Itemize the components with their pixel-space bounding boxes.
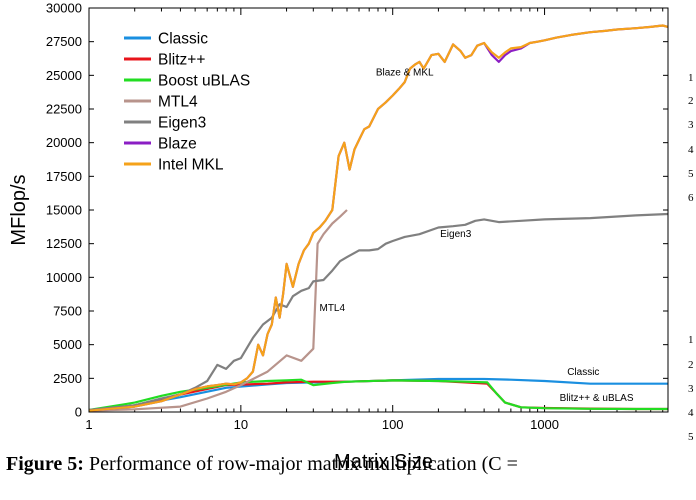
margin-line-number: 1	[688, 334, 694, 346]
legend-entry: Blaze	[158, 136, 197, 153]
y-tick-label: 2500	[53, 371, 82, 386]
annotation-label: Blitz++ & uBLAS	[560, 393, 634, 404]
margin-line-number: 5	[688, 431, 694, 443]
y-tick-label: 7500	[53, 304, 82, 319]
legend-entry: Blitz++	[158, 52, 205, 69]
annotation-label: Eigen3	[440, 229, 472, 240]
legend-entry: Intel MKL	[158, 157, 224, 174]
y-axis-label: MFlop/s	[8, 174, 30, 245]
series-line-eigen3	[88, 212, 669, 412]
margin-line-number: 4	[688, 144, 694, 156]
legend-entry: MTL4	[158, 94, 198, 111]
y-tick-label: 30000	[46, 1, 82, 16]
margin-line-number: 1	[688, 72, 694, 84]
y-tick-label: 15000	[46, 203, 82, 218]
caption-text: Performance of row-major matrix multipli…	[88, 453, 518, 475]
y-tick-label: 17500	[46, 169, 82, 184]
y-tick-label: 10000	[46, 270, 82, 285]
series-line-intel-mkl	[88, 24, 669, 412]
y-tick-label: 22500	[46, 102, 82, 117]
legend-entry: Classic	[158, 31, 208, 48]
series-line-mtl4	[88, 209, 348, 412]
x-tick-label: 1	[85, 417, 92, 432]
y-tick-label: 25000	[46, 68, 82, 83]
y-tick-label: 0	[75, 405, 82, 420]
x-tick-label: 100	[382, 417, 404, 432]
legend: Classic Blitz++ Boost uBLAS MTL4 Eigen3 Blaze…	[124, 31, 250, 174]
annotation-label: Blaze & MKL	[376, 67, 434, 78]
right-margin-line-numbers: 1 2 3 4 5 6 1 2 3 4 5	[688, 72, 694, 443]
x-tick-label: 10	[234, 417, 248, 432]
y-tick-label: 12500	[46, 236, 82, 251]
margin-line-number: 3	[688, 383, 694, 395]
margin-line-number: 4	[688, 407, 694, 419]
margin-line-number: 5	[688, 168, 694, 180]
annotation-label: Classic	[567, 367, 599, 378]
y-tick-label: 20000	[46, 135, 82, 150]
legend-entry: Eigen3	[158, 115, 206, 132]
legend-entry: Boost uBLAS	[158, 73, 250, 90]
margin-line-number: 6	[688, 192, 694, 204]
annotation-label: MTL4	[319, 303, 345, 314]
figure-label: Figure 5:	[6, 453, 84, 475]
margin-line-number: 3	[688, 119, 694, 131]
margin-line-number: 2	[688, 95, 694, 107]
margin-line-number: 2	[688, 359, 694, 371]
figure-caption: Figure 5: Performance of row-major matri…	[6, 453, 696, 476]
x-tick-label: 1000	[530, 417, 559, 432]
y-tick-label: 27500	[46, 34, 82, 49]
plot-frame	[88, 7, 669, 413]
y-tick-label: 5000	[53, 337, 82, 352]
x-axis-label: Matrix Size	[334, 451, 433, 473]
